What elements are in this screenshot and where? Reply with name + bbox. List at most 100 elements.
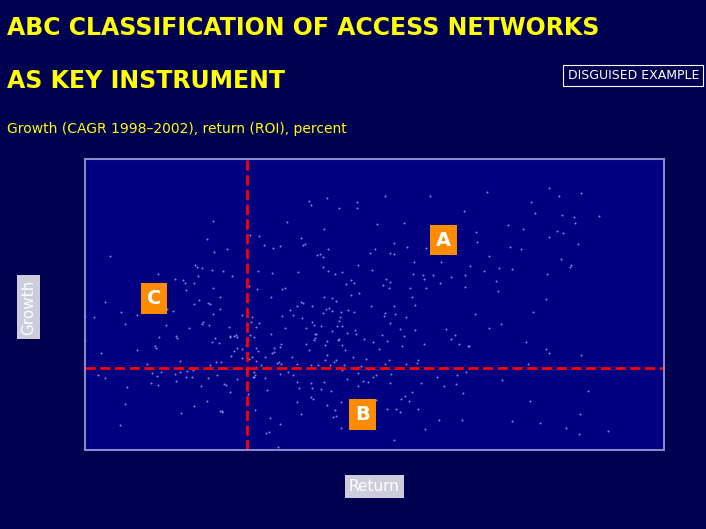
Point bbox=[337, 366, 348, 375]
Point bbox=[449, 331, 460, 340]
Point bbox=[315, 250, 326, 259]
Point bbox=[273, 357, 285, 366]
Point bbox=[401, 360, 412, 368]
Point bbox=[378, 281, 389, 289]
Text: B: B bbox=[355, 405, 370, 424]
Point bbox=[434, 279, 445, 287]
Point bbox=[602, 427, 614, 435]
Point bbox=[342, 306, 354, 314]
Point bbox=[529, 209, 540, 217]
Point bbox=[247, 352, 258, 361]
Point bbox=[321, 351, 333, 360]
Point bbox=[276, 312, 287, 321]
Point bbox=[249, 371, 261, 379]
Point bbox=[306, 361, 317, 369]
Point bbox=[309, 334, 321, 342]
Point bbox=[558, 229, 569, 237]
Point bbox=[179, 279, 191, 288]
Point bbox=[291, 378, 302, 386]
Point bbox=[400, 392, 411, 400]
Point bbox=[259, 353, 270, 362]
Point bbox=[363, 364, 374, 373]
Point bbox=[428, 271, 439, 279]
Point bbox=[418, 275, 429, 283]
Point bbox=[658, 296, 669, 305]
Point bbox=[376, 331, 388, 339]
Point bbox=[245, 317, 256, 326]
Point bbox=[175, 409, 186, 418]
Point bbox=[554, 191, 565, 200]
Point bbox=[206, 338, 217, 346]
Point bbox=[388, 239, 400, 248]
Point bbox=[287, 311, 299, 320]
Point bbox=[95, 349, 106, 357]
Point bbox=[311, 251, 323, 260]
Point bbox=[366, 266, 378, 274]
Point bbox=[261, 429, 272, 437]
Point bbox=[169, 275, 181, 284]
Point bbox=[335, 424, 347, 432]
Point bbox=[276, 340, 287, 348]
Point bbox=[464, 342, 475, 350]
Point bbox=[253, 347, 264, 355]
Point bbox=[265, 330, 277, 338]
Point bbox=[330, 355, 342, 364]
Text: ABC CLASSIFICATION OF ACCESS NETWORKS: ABC CLASSIFICATION OF ACCESS NETWORKS bbox=[7, 16, 599, 40]
Point bbox=[515, 245, 527, 253]
Point bbox=[543, 349, 554, 358]
Point bbox=[249, 333, 260, 341]
Point bbox=[336, 268, 347, 277]
Point bbox=[357, 377, 369, 385]
Point bbox=[388, 435, 400, 444]
Point bbox=[292, 268, 304, 276]
Point bbox=[540, 295, 551, 303]
Point bbox=[341, 375, 352, 383]
Point bbox=[450, 380, 462, 388]
Point bbox=[250, 323, 261, 331]
Point bbox=[155, 368, 167, 376]
Point bbox=[384, 284, 395, 292]
Point bbox=[297, 313, 308, 322]
Point bbox=[265, 293, 276, 302]
Point bbox=[269, 344, 280, 352]
Point bbox=[352, 382, 364, 390]
Point bbox=[465, 262, 476, 270]
Point bbox=[225, 352, 237, 360]
Point bbox=[333, 334, 345, 343]
Point bbox=[309, 330, 321, 338]
Point bbox=[525, 397, 536, 405]
Point bbox=[306, 302, 318, 311]
Point bbox=[317, 253, 328, 261]
Point bbox=[352, 369, 364, 377]
Point bbox=[251, 344, 262, 352]
Point bbox=[174, 357, 186, 366]
Point bbox=[181, 373, 192, 381]
Point bbox=[356, 362, 367, 370]
Point bbox=[225, 333, 236, 341]
Point bbox=[321, 305, 332, 314]
Point bbox=[379, 309, 390, 317]
Point bbox=[267, 349, 278, 358]
Point bbox=[204, 361, 215, 369]
Point bbox=[478, 267, 489, 276]
Point bbox=[441, 325, 452, 333]
Point bbox=[115, 421, 126, 429]
Point bbox=[320, 356, 331, 364]
Point bbox=[436, 258, 447, 267]
Point bbox=[229, 332, 240, 340]
Point bbox=[417, 270, 429, 279]
Point bbox=[244, 331, 255, 339]
Point bbox=[295, 409, 306, 418]
Point bbox=[400, 313, 412, 322]
Point bbox=[79, 336, 90, 344]
Point bbox=[167, 307, 179, 315]
Point bbox=[131, 346, 143, 354]
Point bbox=[292, 302, 303, 311]
Point bbox=[215, 358, 227, 366]
Point bbox=[162, 305, 173, 313]
Point bbox=[575, 189, 587, 197]
Point bbox=[460, 270, 471, 279]
Point bbox=[420, 425, 431, 434]
Point bbox=[189, 261, 201, 269]
Point bbox=[472, 238, 483, 246]
